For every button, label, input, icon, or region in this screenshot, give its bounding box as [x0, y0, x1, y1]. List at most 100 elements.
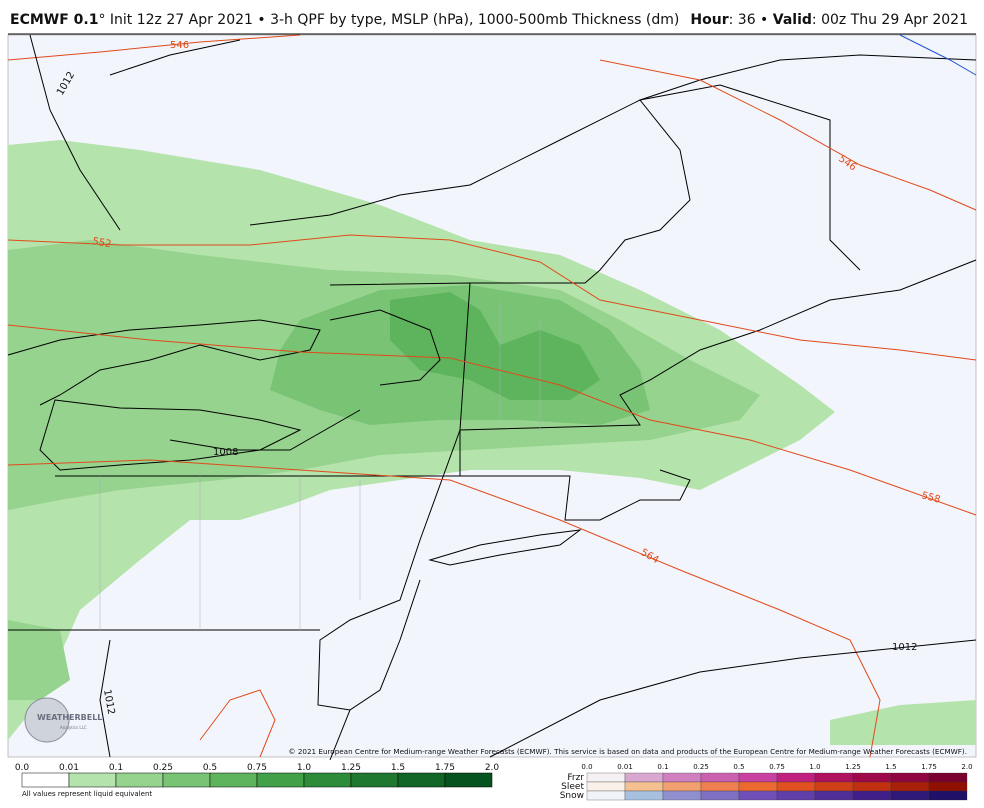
thickness-contour [7, 324, 977, 516]
type-swatch [928, 781, 968, 792]
type-swatch [700, 781, 740, 792]
type-tick: 0.5 [733, 763, 744, 771]
type-tick: 0.1 [657, 763, 668, 771]
thickness-contour [7, 459, 881, 758]
type-tick: 1.25 [845, 763, 861, 771]
type-swatch [662, 772, 702, 783]
isobar [109, 39, 241, 76]
type-tick: 0.75 [769, 763, 785, 771]
type-swatch [852, 790, 892, 801]
type-legend: 0.0 0.01 0.1 0.25 0.5 0.75 1.0 1.25 1.5 1.75 2.0 Fr… [560, 763, 973, 801]
legend-swatch [350, 772, 399, 788]
long-island [428, 529, 582, 566]
contour-label: 1012 [892, 642, 917, 653]
legend: 0.0 0.01 0.1 0.25 0.5 0.75 1.0 1.25 1.5 1.75 2.0 [15, 763, 500, 788]
type-tick: 0.01 [617, 763, 633, 771]
isobar [329, 309, 441, 386]
degree: ° [98, 12, 106, 28]
type-swatch [814, 790, 854, 801]
legend-swatch [115, 772, 164, 788]
type-swatch [776, 790, 816, 801]
legend-note: All values represent liquid equivalent [22, 790, 152, 798]
lake-ontario-shore [7, 319, 321, 406]
isobar [169, 409, 361, 451]
thickness-contour [199, 689, 276, 758]
type-tick: 0.0 [581, 763, 592, 771]
legend-tick: 2.0 [485, 763, 500, 773]
model-name: ECMWF 0.1 [10, 12, 99, 28]
coast [329, 579, 421, 761]
legend-swatch [21, 772, 70, 788]
type-label: Frzr [567, 773, 584, 783]
legend-tick: 0.75 [247, 763, 267, 773]
type-swatch [662, 790, 702, 801]
legend-swatch [256, 772, 305, 788]
thickness-contour [599, 59, 977, 211]
precip-medium [8, 620, 70, 700]
copyright: © 2021 European Centre for Medium-range … [288, 747, 967, 756]
type-swatch [586, 781, 626, 792]
legend-swatch [444, 772, 493, 788]
type-tick: 0.25 [693, 763, 709, 771]
type-swatch [738, 772, 778, 783]
type-swatch [852, 772, 892, 783]
legend-swatch [162, 772, 211, 788]
description: Init 12z 27 Apr 2021 • 3-h QPF by type, … [105, 12, 680, 28]
contour-label: 1008 [213, 447, 238, 458]
type-swatch [738, 790, 778, 801]
type-swatch [586, 772, 626, 783]
legend-swatch [68, 772, 117, 788]
logo: WEATHERBELL [37, 713, 102, 722]
st-lawrence [249, 54, 977, 226]
legend-tick: 1.5 [391, 763, 405, 773]
contour-label: 546 [170, 40, 189, 51]
type-swatch [662, 781, 702, 792]
type-swatch [890, 781, 930, 792]
type-swatch [890, 772, 930, 783]
type-swatch [890, 790, 930, 801]
type-swatch [700, 790, 740, 801]
legend-tick: 0.0 [15, 763, 30, 773]
contour-label: 552 [91, 236, 112, 250]
type-swatch [586, 790, 626, 801]
isobar [99, 639, 111, 758]
type-swatch [700, 772, 740, 783]
legend-tick: 0.1 [109, 763, 123, 773]
state-borders [55, 259, 977, 477]
border [470, 84, 861, 284]
type-swatch [852, 781, 892, 792]
type-tick: 1.75 [921, 763, 937, 771]
legend-tick: 1.75 [435, 763, 455, 773]
valid-label: Valid [772, 12, 812, 28]
isobar [489, 639, 977, 758]
coast [460, 469, 691, 521]
legend-tick: 0.01 [59, 763, 79, 773]
hour-label: Hour [690, 12, 729, 28]
type-swatch [776, 781, 816, 792]
thickness-contour [7, 234, 977, 361]
legend-tick: 0.25 [153, 763, 173, 773]
logo-sub: Analytics LLC [60, 725, 87, 730]
type-swatch [624, 772, 664, 783]
legend-tick: 1.0 [297, 763, 312, 773]
header-title: ECMWF 0.1° Init 12z 27 Apr 2021 • 3-h QP… [10, 12, 679, 28]
precip-heaviest [390, 292, 600, 400]
type-swatch [738, 781, 778, 792]
type-tick: 2.0 [961, 763, 972, 771]
type-swatch [624, 781, 664, 792]
legend-swatch [397, 772, 446, 788]
contour-label: 1012 [101, 689, 116, 716]
logo-globe [24, 697, 70, 743]
isobar-blue [899, 34, 977, 76]
valid-value: : 00z Thu 29 Apr 2021 [811, 12, 968, 28]
header-valid: Hour: 36 • Valid: 00z Thu 29 Apr 2021 [690, 12, 968, 28]
type-swatch [814, 781, 854, 792]
type-swatch [624, 790, 664, 801]
contour-label: 558 [920, 490, 941, 506]
type-label: Sleet [561, 782, 584, 792]
legend-swatch [209, 772, 258, 788]
hour-value: : 36 • [728, 12, 773, 28]
type-swatch [776, 772, 816, 783]
